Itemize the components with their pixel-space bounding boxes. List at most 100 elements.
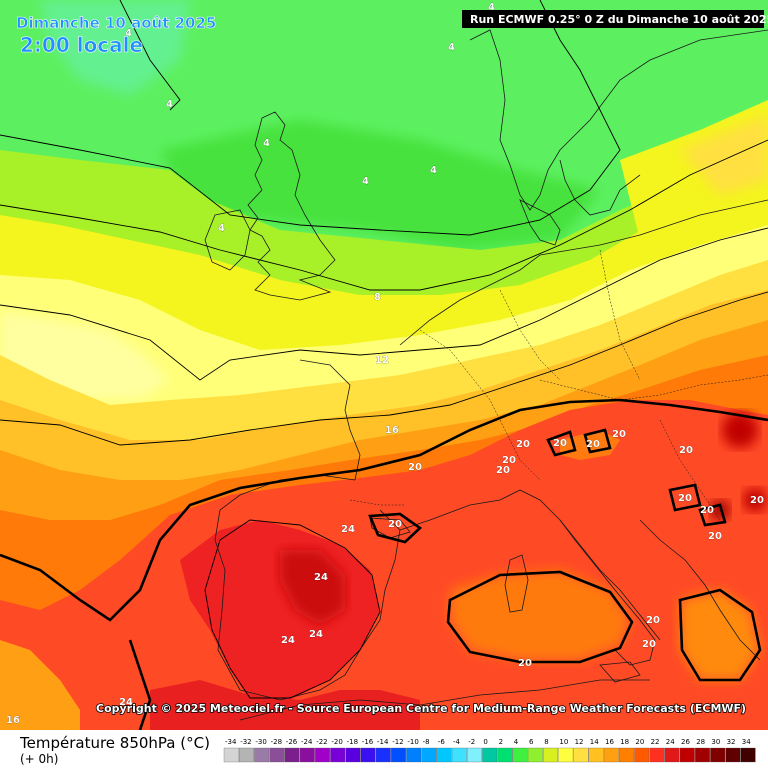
isotherm-20-atlantic bbox=[128, 639, 152, 731]
contour-label: 4 bbox=[218, 223, 225, 234]
isotherm-4-b bbox=[0, 0, 621, 236]
contour-label: 20 bbox=[708, 531, 722, 542]
legend-tick-label: 22 bbox=[651, 738, 660, 746]
legend-swatch bbox=[512, 747, 528, 763]
copyright-notice: Copyright © 2025 Meteociel.fr - Source E… bbox=[96, 702, 746, 715]
contour-label-layer: 4 4 4 4 4 4 4 4 8 12 16 16 20 20 20 20 2… bbox=[6, 2, 764, 726]
legend-swatch bbox=[239, 747, 254, 763]
legend-swatch bbox=[710, 747, 726, 763]
legend-swatch bbox=[406, 747, 422, 763]
contour-label: 20 bbox=[502, 455, 516, 466]
legend-tick-label: 14 bbox=[590, 738, 599, 746]
legend-swatch bbox=[360, 747, 376, 763]
coast-denmark bbox=[519, 199, 561, 246]
legend-swatch bbox=[254, 747, 270, 763]
band-24to26-iberia bbox=[280, 550, 345, 625]
contour-label: 12 bbox=[375, 355, 389, 366]
legend-tick-label: -6 bbox=[438, 738, 446, 746]
coast-north-europe bbox=[399, 199, 768, 346]
isotherm-24-iberia bbox=[204, 519, 381, 699]
legend-tick-label: -28 bbox=[271, 738, 282, 746]
contour-label: 4 bbox=[488, 2, 495, 13]
legend-color-scale bbox=[223, 747, 756, 763]
legend-tick-label: 18 bbox=[620, 738, 629, 746]
legend-swatch bbox=[603, 747, 619, 763]
contour-label: 20 bbox=[679, 445, 693, 456]
legend-tick-label: -2 bbox=[468, 738, 475, 746]
coast-adriatic bbox=[639, 519, 761, 661]
border-balkans bbox=[659, 419, 721, 521]
border-poland bbox=[599, 249, 641, 381]
band-adriatic-cool bbox=[680, 590, 760, 680]
legend-swatch bbox=[421, 747, 437, 763]
legend-swatch bbox=[375, 747, 391, 763]
legend-swatch bbox=[740, 747, 756, 763]
contour-label: 20 bbox=[646, 615, 660, 626]
legend-tick-label: -18 bbox=[347, 738, 358, 746]
contour-label: 20 bbox=[700, 505, 714, 516]
legend-tick-label: -30 bbox=[255, 738, 266, 746]
legend-tick-label: 2 bbox=[499, 738, 503, 746]
isotherm-20-alps-1 bbox=[546, 430, 577, 457]
borders bbox=[349, 249, 768, 521]
isotherm-16 bbox=[0, 291, 768, 446]
legend-tick-label: -12 bbox=[392, 738, 403, 746]
contour-label: 4 bbox=[362, 176, 369, 187]
isotherm-20-balkan-2 bbox=[698, 503, 727, 527]
isotherms bbox=[0, 0, 768, 731]
legend-tick-label: -24 bbox=[301, 738, 313, 746]
legend-title: Température 850hPa (°C) bbox=[19, 734, 210, 752]
contour-label: 20 bbox=[586, 439, 600, 450]
coast-scandinavia bbox=[469, 29, 768, 211]
contour-label: 20 bbox=[516, 439, 530, 450]
contour-label: 20 bbox=[496, 465, 510, 476]
legend-tick-label: -8 bbox=[423, 738, 430, 746]
legend-tick-label: 12 bbox=[575, 738, 584, 746]
legend-swatch bbox=[223, 747, 239, 763]
legend-tick-label: 6 bbox=[529, 738, 534, 746]
legend-tick-label: -20 bbox=[331, 738, 342, 746]
legend-tick-label: -32 bbox=[240, 738, 251, 746]
band-ne-orange bbox=[680, 115, 768, 195]
legend-tick-label: 8 bbox=[544, 738, 548, 746]
legend-tick-label: 0 bbox=[483, 738, 487, 746]
border-pyrenees bbox=[349, 499, 405, 506]
coast-france-west bbox=[299, 359, 361, 481]
isotherm-20-balearic bbox=[368, 512, 423, 544]
contour-label: 20 bbox=[612, 429, 626, 440]
legend-tick-label: 20 bbox=[635, 738, 644, 746]
contour-label: 4 bbox=[448, 42, 455, 53]
legend-swatch bbox=[482, 747, 498, 763]
coast-sicily bbox=[599, 661, 641, 683]
isotherm-20-balkan-1 bbox=[668, 483, 702, 512]
legend-swatch bbox=[284, 747, 300, 763]
legend-swatch bbox=[467, 747, 482, 763]
legend-swatch bbox=[315, 747, 330, 763]
contour-label: 20 bbox=[642, 639, 656, 650]
contour-label: 20 bbox=[408, 462, 422, 473]
isotherm-20-adriatic bbox=[678, 588, 762, 682]
band-cool-patch bbox=[40, 0, 190, 95]
legend-swatch bbox=[543, 747, 558, 763]
contour-label: 20 bbox=[553, 438, 567, 449]
coastlines bbox=[204, 29, 768, 721]
contour-label: 24 bbox=[309, 629, 323, 640]
coast-iberia bbox=[214, 474, 401, 701]
legend-swatch bbox=[558, 747, 574, 763]
legend-tick-label: 24 bbox=[666, 738, 675, 746]
coast-sardinia bbox=[504, 554, 529, 613]
legend-swatch bbox=[619, 747, 634, 763]
band-alps-cool bbox=[560, 430, 620, 460]
legend-swatch bbox=[573, 747, 589, 763]
legend-swatch bbox=[649, 747, 665, 763]
band-hot-spot-east bbox=[722, 412, 758, 448]
legend-tick-label: 10 bbox=[559, 738, 568, 746]
contour-label: 24 bbox=[314, 572, 328, 583]
legend-tick-label: 34 bbox=[742, 738, 751, 746]
legend-tick-label: -34 bbox=[225, 738, 237, 746]
contour-label: 16 bbox=[6, 715, 20, 726]
coast-med-north bbox=[399, 489, 661, 641]
isotherm-4-a bbox=[119, 0, 181, 111]
